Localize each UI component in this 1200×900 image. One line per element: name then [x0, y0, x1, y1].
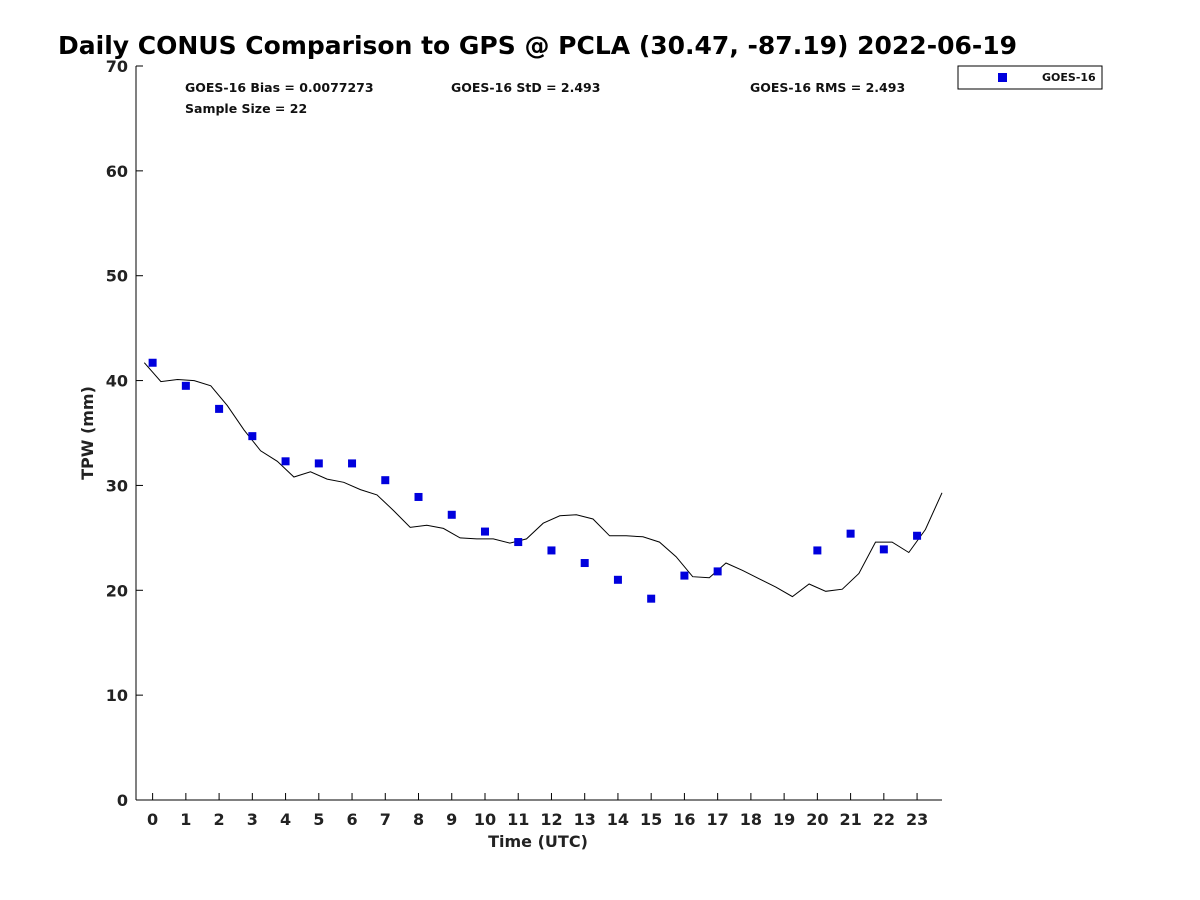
goes16-point	[148, 358, 157, 367]
y-tick-label: 0	[117, 791, 128, 810]
goes16-point	[281, 457, 290, 466]
y-axis-label: TPW (mm)	[78, 386, 97, 480]
x-tick-label: 20	[806, 810, 828, 829]
x-tick-label: 18	[740, 810, 762, 829]
chart-title: Daily CONUS Comparison to GPS @ PCLA (30…	[58, 31, 1017, 60]
goes16-point	[414, 492, 423, 501]
x-tick-label: 1	[180, 810, 191, 829]
y-tick-label: 60	[106, 162, 128, 181]
y-tick-label: 10	[106, 686, 128, 705]
y-tick-label: 70	[106, 57, 128, 76]
goes16-point	[613, 575, 622, 584]
x-tick-label: 11	[507, 810, 529, 829]
goes16-point	[647, 594, 656, 603]
gps-line	[143, 362, 943, 598]
goes16-marker-layer	[148, 358, 922, 603]
legend-label: GOES-16	[1042, 71, 1096, 84]
x-tick-label: 16	[673, 810, 695, 829]
stat-std: GOES-16 StD = 2.493	[451, 80, 600, 95]
y-tick-label: 20	[106, 581, 128, 600]
goes16-point	[215, 404, 224, 413]
x-axis-label: Time (UTC)	[488, 832, 588, 851]
stat-sample-size: Sample Size = 22	[185, 101, 307, 116]
goes16-point	[813, 546, 822, 555]
goes16-point	[514, 538, 523, 547]
x-tick-label: 10	[474, 810, 496, 829]
goes16-point	[547, 546, 556, 555]
x-tick-label: 15	[640, 810, 662, 829]
goes16-point	[314, 459, 323, 468]
y-tick-label: 50	[106, 267, 128, 286]
x-tick-label: 14	[607, 810, 629, 829]
x-tick-label: 22	[873, 810, 895, 829]
goes16-point	[480, 527, 489, 536]
legend-box	[957, 65, 1103, 90]
x-tick-label: 2	[214, 810, 225, 829]
x-tick-label: 23	[906, 810, 928, 829]
x-tick-label: 5	[313, 810, 324, 829]
goes16-point	[381, 476, 390, 485]
legend: GOES-16	[957, 65, 1103, 90]
goes16-point	[713, 567, 722, 576]
goes16-point	[879, 545, 888, 554]
stats-annotations: GOES-16 Bias = 0.0077273 GOES-16 StD = 2…	[185, 80, 905, 116]
x-tick-label: 21	[839, 810, 861, 829]
gps-line-layer	[143, 362, 943, 598]
x-tick-label: 3	[247, 810, 258, 829]
x-tick-label: 9	[446, 810, 457, 829]
goes16-point	[846, 529, 855, 538]
legend-marker	[998, 73, 1007, 82]
x-tick-label: 4	[280, 810, 291, 829]
x-tick-label: 8	[413, 810, 424, 829]
x-tick-label: 6	[346, 810, 357, 829]
goes16-point	[580, 559, 589, 568]
x-tick-label: 7	[380, 810, 391, 829]
x-tick-label: 19	[773, 810, 795, 829]
y-tick-label: 40	[106, 372, 128, 391]
goes16-point	[348, 459, 357, 468]
x-tick-label: 12	[540, 810, 562, 829]
goes16-point	[447, 510, 456, 519]
stat-bias: GOES-16 Bias = 0.0077273	[185, 80, 374, 95]
x-tick-label: 13	[574, 810, 596, 829]
goes16-point	[913, 531, 922, 540]
goes16-point	[181, 381, 190, 390]
goes16-point	[248, 432, 257, 441]
x-tick-label: 17	[707, 810, 729, 829]
stat-rms: GOES-16 RMS = 2.493	[750, 80, 905, 95]
goes16-point	[680, 571, 689, 580]
x-tick-label: 0	[147, 810, 158, 829]
y-tick-label: 30	[106, 476, 128, 495]
